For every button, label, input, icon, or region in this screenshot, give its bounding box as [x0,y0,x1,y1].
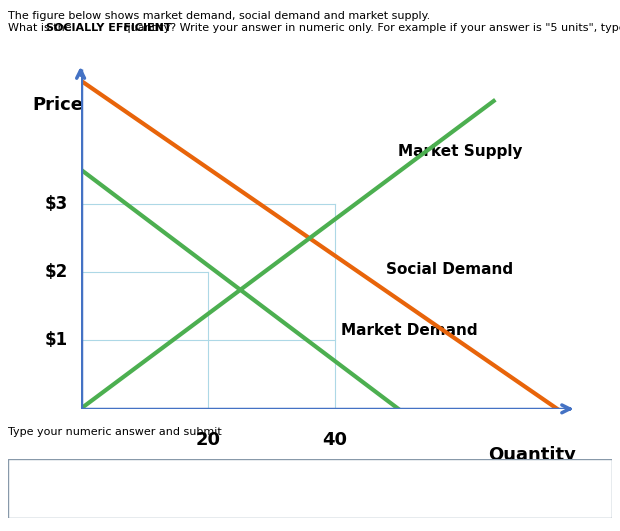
Text: Quantity: Quantity [489,447,577,465]
Text: Social Demand: Social Demand [386,262,513,277]
Text: 20: 20 [195,431,220,449]
Text: SOCIALLY EFFICIENT: SOCIALLY EFFICIENT [46,23,172,33]
Text: Price: Price [33,96,84,114]
Text: $2: $2 [45,263,68,281]
Text: $3: $3 [45,195,68,212]
Text: The figure below shows market demand, social demand and market supply.: The figure below shows market demand, so… [8,11,430,21]
Text: quantity? Write your answer in numeric only. For example if your answer is "5 un: quantity? Write your answer in numeric o… [120,23,620,33]
Text: Type your numeric answer and submit: Type your numeric answer and submit [8,427,222,438]
Text: What is the: What is the [8,23,75,33]
Text: Market Supply: Market Supply [399,144,523,159]
FancyBboxPatch shape [8,459,612,518]
Text: $1: $1 [45,331,68,349]
Text: 40: 40 [322,431,347,449]
Text: Market Demand: Market Demand [341,323,478,338]
